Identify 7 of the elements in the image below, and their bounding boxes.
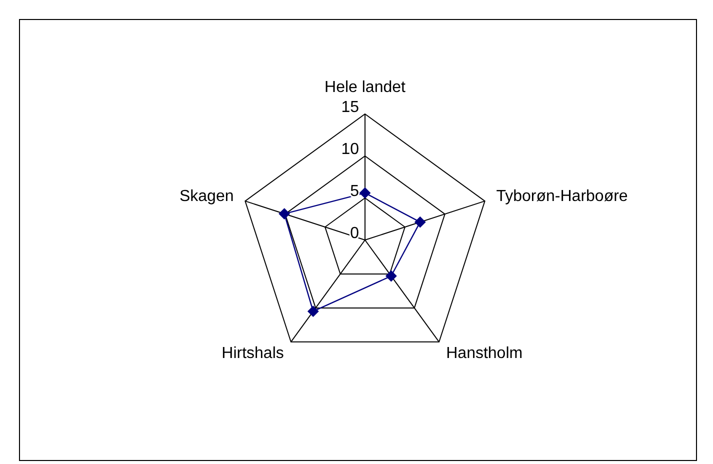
- spoke-label: Skagen: [179, 188, 234, 206]
- y-tick-label: 10: [341, 141, 360, 158]
- spoke-label: Tyborøn-Harboøre: [496, 188, 628, 206]
- spoke-label: Hanstholm: [446, 344, 523, 362]
- y-tick-label: 15: [341, 99, 360, 116]
- spoke-label: Hele landet: [324, 79, 406, 96]
- spoke-label: Hirtshals: [222, 344, 284, 362]
